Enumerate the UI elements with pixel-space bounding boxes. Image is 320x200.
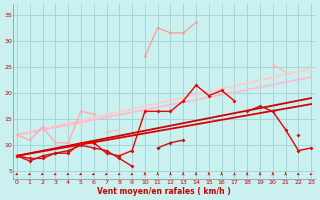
X-axis label: Vent moyen/en rafales ( km/h ): Vent moyen/en rafales ( km/h ) bbox=[97, 187, 231, 196]
